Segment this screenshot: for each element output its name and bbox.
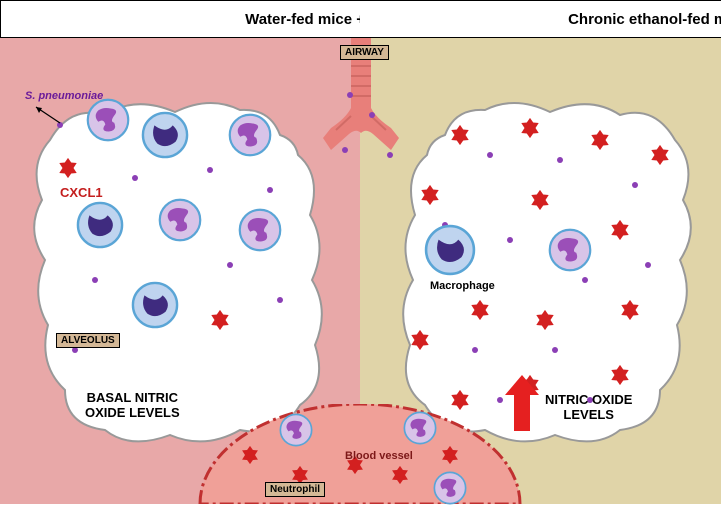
header-right-text: Chronic ethanol-fed mice + S. pneumoniae (568, 11, 721, 28)
dot-icon (277, 297, 283, 303)
star-icon (240, 445, 260, 465)
dot-icon (472, 347, 478, 353)
star-icon (519, 117, 541, 139)
dot-icon (645, 262, 651, 268)
star-icon (534, 309, 556, 331)
right-oxide-label: NITRIC OXIDELEVELS (545, 392, 632, 422)
dot-icon (347, 92, 353, 98)
neutrophil-cell (238, 208, 282, 252)
macrophage-cell (131, 281, 179, 329)
dot-icon (207, 167, 213, 173)
dot-icon (497, 397, 503, 403)
blood-vessel-label: Blood vessel (345, 450, 413, 462)
star-icon (419, 184, 441, 206)
star-icon (449, 389, 471, 411)
left-oxide-label: BASAL NITRICOXIDE LEVELS (85, 390, 180, 420)
dot-icon (267, 187, 273, 193)
neutrophil-cell (158, 198, 202, 242)
neutrophil-cell (548, 228, 592, 272)
neutrophil-cell (433, 471, 467, 505)
star-icon (589, 129, 611, 151)
dot-icon (132, 175, 138, 181)
star-icon (469, 299, 491, 321)
dot-icon (487, 152, 493, 158)
star-icon (529, 189, 551, 211)
airway-label: AIRWAY (340, 45, 389, 60)
dot-icon (387, 152, 393, 158)
star-icon (609, 219, 631, 241)
neutrophil-cell (86, 98, 130, 142)
star-icon (409, 329, 431, 351)
header-right: Chronic ethanol-fed mice + S. pneumoniae (360, 0, 721, 38)
alveolus-label: ALVEOLUS (56, 333, 120, 348)
neutrophil-cell (279, 413, 313, 447)
dot-icon (369, 112, 375, 118)
dot-icon (632, 182, 638, 188)
star-icon (390, 465, 410, 485)
dot-icon (227, 262, 233, 268)
star-icon (619, 299, 641, 321)
macrophage-cell (76, 201, 124, 249)
dot-icon (557, 157, 563, 163)
neutrophil-label: Neutrophil (265, 482, 325, 497)
dot-icon (507, 237, 513, 243)
star-icon (57, 157, 79, 179)
macrophage-cell (424, 224, 476, 276)
star-icon (649, 144, 671, 166)
dot-icon (552, 347, 558, 353)
dot-icon (582, 277, 588, 283)
species-arrow (30, 103, 65, 128)
star-icon (609, 364, 631, 386)
neutrophil-cell (403, 411, 437, 445)
up-arrow-icon (505, 375, 539, 431)
cxcl1-label: CXCL1 (60, 185, 103, 200)
species-label: S. pneumoniae (25, 90, 103, 102)
dot-icon (92, 277, 98, 283)
macrophage-label: Macrophage (430, 280, 495, 292)
star-icon (449, 124, 471, 146)
macrophage-cell (141, 111, 189, 159)
star-icon (209, 309, 231, 331)
neutrophil-cell (228, 113, 272, 157)
star-icon (440, 445, 460, 465)
dot-icon (342, 147, 348, 153)
